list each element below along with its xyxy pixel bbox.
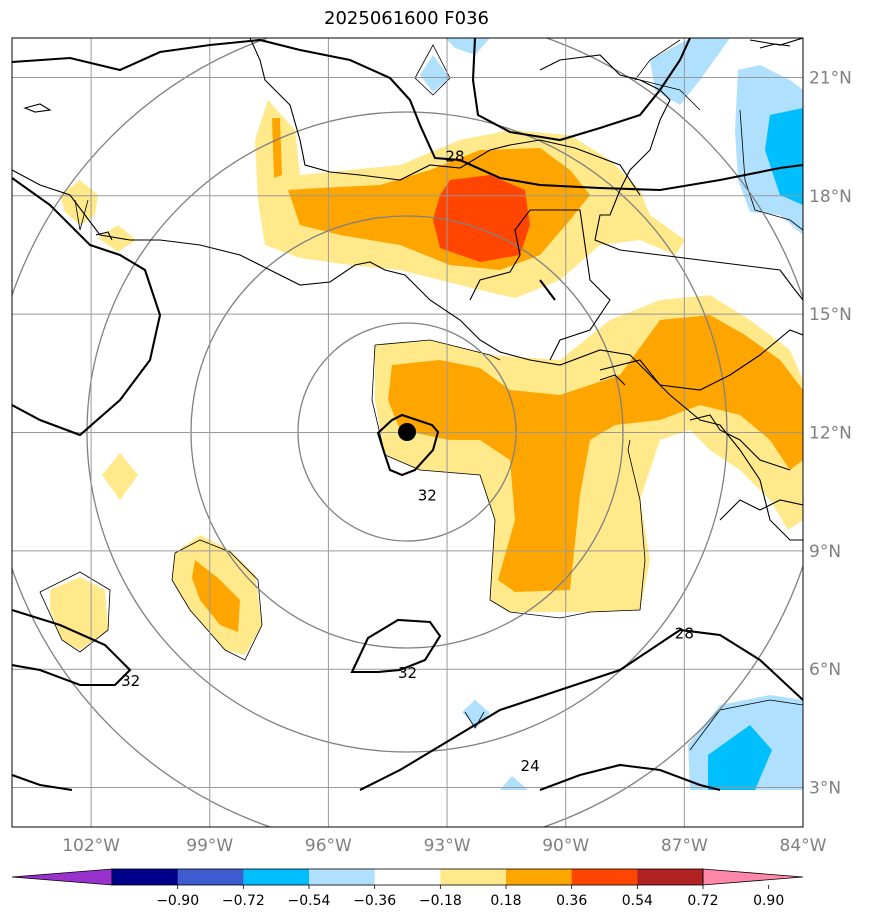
lon-tick-label: 87°W <box>661 836 708 856</box>
fill-east-n036a <box>765 108 803 205</box>
contour-28-west <box>12 177 162 437</box>
lat-tick-label: 15°N <box>809 305 852 325</box>
longitude-tick-labels: 102°W 99°W 96°W 93°W 90°W 87°W 84°W <box>62 836 826 856</box>
positive-anomaly-fills <box>50 100 803 655</box>
fill-small-n018a <box>420 55 450 92</box>
colorbar-bin <box>112 869 179 885</box>
colorbar-label: −0.90 <box>156 893 199 909</box>
coast-island-a <box>23 103 52 113</box>
lon-tick-label: 99°W <box>186 836 233 856</box>
contour-28-south <box>359 628 803 791</box>
colorbar-label: −0.54 <box>288 893 331 909</box>
lat-tick-label: 18°N <box>809 187 852 207</box>
fill-small-n018b <box>462 700 490 728</box>
border-mex-guate <box>469 209 611 361</box>
coastlines <box>12 38 803 541</box>
map-frame <box>11 37 804 828</box>
contour-label: 32 <box>121 672 140 690</box>
fill-west-018e <box>98 225 136 252</box>
colorbar-label: 0.54 <box>622 893 653 909</box>
colorbar-bin <box>637 869 704 885</box>
colorbar-outline <box>111 868 704 886</box>
lat-tick-label: 12°N <box>809 424 852 444</box>
colorbar-bin <box>506 869 573 885</box>
colorbar-bin <box>177 869 244 885</box>
temperature-contours <box>12 38 803 792</box>
contour-label: 24 <box>521 757 540 775</box>
negative-anomaly-fills <box>420 38 803 790</box>
colorbar-bin <box>309 869 376 885</box>
coast-yucatan <box>539 54 803 301</box>
colorbar-extend-low <box>11 868 113 886</box>
map-title: 2025061600 F036 <box>324 8 489 29</box>
contour-n-mid <box>471 38 691 142</box>
contour-label: 32 <box>398 664 417 682</box>
border-central <box>599 329 803 391</box>
fill-mexico-strip <box>272 118 282 178</box>
lon-tick-label: 102°W <box>62 836 120 856</box>
contour-32-west <box>12 608 132 687</box>
contour-label: 32 <box>418 487 437 505</box>
lon-tick-label: 93°W <box>424 836 471 856</box>
coast-panama <box>719 499 803 521</box>
colorbar-bin <box>571 869 638 885</box>
fill-se-n036 <box>708 725 772 790</box>
colorbar-label: −0.36 <box>353 893 396 909</box>
contour-label: 28 <box>445 147 464 165</box>
colorbar: −0.90 −0.72 −0.54 −0.36 −0.18 0.18 0.36 0.54 0.7… <box>11 868 804 909</box>
contour-n-small <box>539 279 556 301</box>
colorbar-bin <box>374 869 441 885</box>
colorbar-bin <box>243 869 310 885</box>
latitude-tick-labels: 3°N 6°N 9°N 12°N 15°N 18°N 21°N <box>809 68 852 798</box>
lat-lon-grid <box>12 38 803 827</box>
lon-tick-label: 84°W <box>780 836 827 856</box>
lon-tick-label: 96°W <box>305 836 352 856</box>
contour-labels: 28 32 32 32 28 24 <box>121 147 694 775</box>
fill-west-018d <box>60 180 98 225</box>
coast-island-c <box>599 374 626 386</box>
contour-32-storm <box>376 413 440 477</box>
contour-label: 28 <box>675 625 694 643</box>
coast-nicoya <box>689 414 791 471</box>
lat-tick-label: 9°N <box>809 542 841 562</box>
coast-island-b <box>95 231 113 241</box>
fill-east-n018b <box>650 38 730 105</box>
fill-small-n018d <box>445 38 490 55</box>
colorbar-bin <box>440 869 507 885</box>
lon-tick-label: 90°W <box>542 836 589 856</box>
colorbar-extend-high <box>702 868 804 886</box>
thin-contours <box>39 39 803 751</box>
colorbar-label: −0.18 <box>419 893 462 909</box>
contour-28-north <box>12 38 803 192</box>
colorbar-label: 0.18 <box>490 893 521 909</box>
contour-24-sw <box>12 774 73 792</box>
contour-32-south <box>350 618 442 674</box>
storm-center-marker <box>398 423 416 441</box>
colorbar-label: 0.72 <box>687 893 718 909</box>
fill-small-n018c <box>500 776 528 790</box>
fill-central-036 <box>388 315 803 592</box>
fill-west-036a <box>192 560 240 632</box>
lat-tick-label: 21°N <box>809 68 852 88</box>
colorbar-label: −0.72 <box>222 893 265 909</box>
fill-west-018b <box>50 577 108 650</box>
lat-tick-label: 3°N <box>809 779 841 799</box>
lat-tick-label: 6°N <box>809 660 841 680</box>
coast-gulf <box>249 38 641 196</box>
colorbar-label: 0.90 <box>753 893 784 909</box>
coast-cayman <box>759 43 791 49</box>
colorbar-label: 0.36 <box>556 893 587 909</box>
fill-west-018c <box>102 453 138 500</box>
contour-24-se <box>539 763 721 792</box>
